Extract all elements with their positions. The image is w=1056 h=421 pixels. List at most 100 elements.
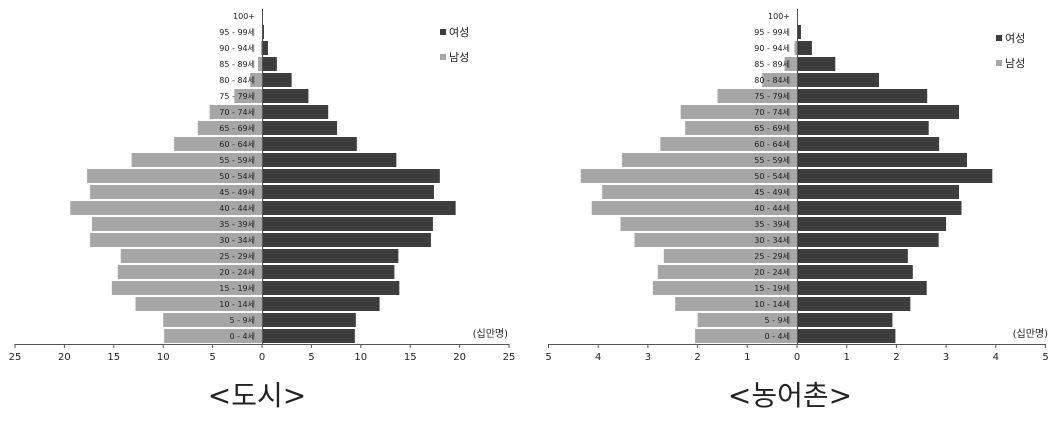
category-label: 95 - 99세 [754,28,790,37]
x-tick-label: 25 [9,352,22,363]
category-label: 20 - 24세 [754,268,790,277]
bar-female-urban [262,249,399,263]
chart-caption-urban: <도시> [208,379,306,412]
bar-female-urban [262,121,338,135]
category-label: 100+ [768,12,790,21]
bar-male-urban [90,233,262,247]
legend-label: 여성 [449,26,469,39]
x-tick-label: 0 [259,352,265,363]
category-label: 80 - 84세 [754,76,790,85]
bar-female-urban [262,313,356,327]
category-label: 70 - 74세 [754,108,790,117]
bar-male-urban [258,57,262,71]
bar-male-rural [620,217,797,231]
bar-female-rural [797,105,960,119]
bar-male-urban [209,105,262,119]
x-tick-label: 2 [694,352,700,363]
bar-male-urban [250,73,262,87]
category-label: 55 - 59세 [219,156,255,165]
bar-female-rural [797,25,801,39]
bar-female-rural [797,89,928,103]
category-label: 25 - 29세 [219,252,255,261]
category-label: 85 - 89세 [219,60,255,69]
category-label: 5 - 9세 [764,316,790,325]
category-label: 70 - 74세 [219,108,255,117]
bar-female-rural [797,57,836,71]
x-tick-label: 25 [503,352,516,363]
bar-female-rural [797,313,893,327]
bar-male-urban [111,281,262,295]
x-tick-label: 20 [58,352,71,363]
unit-label-urban: (십만명) [473,328,509,340]
bar-female-rural [797,329,896,343]
category-label: 50 - 54세 [754,172,790,181]
bar-female-urban [262,89,309,103]
x-tick-label: 10 [157,352,170,363]
category-label: 40 - 44세 [754,204,790,213]
bar-male-rural [580,169,797,183]
bar-male-urban [90,185,262,199]
x-tick-label: 0 [794,352,800,363]
category-label: 65 - 69세 [219,124,255,133]
category-label: 100+ [233,12,255,21]
x-tick-label: 20 [453,352,466,363]
unit-label-rural: (십만명) [1013,328,1049,340]
x-axis-urban: 25 20 15 10 5 0 5 10 15 20 25 [9,10,516,363]
bar-male-urban [70,201,262,215]
x-tick-label: 5 [545,352,551,363]
category-label: 35 - 39세 [219,220,255,229]
bar-female-rural [797,265,913,279]
bar-female-urban [262,73,292,87]
bar-male-urban [197,121,262,135]
bar-female-rural [797,153,967,167]
bar-male-urban [163,313,262,327]
bar-male-rural [622,153,797,167]
category-label: 15 - 19세 [754,284,790,293]
bars-rural [580,9,993,343]
legend-swatch [996,35,1002,41]
bar-male-rural [784,57,797,71]
x-tick-label: 4 [595,352,601,363]
bar-female-urban [262,329,355,343]
bar-female-urban [262,233,431,247]
bar-female-rural [797,201,962,215]
bar-male-urban [261,41,262,55]
category-label: 90 - 94세 [219,44,255,53]
bar-male-rural [685,121,797,135]
bar-male-urban [117,265,262,279]
bar-male-urban [120,249,262,263]
x-tick-label: 2 [893,352,899,363]
bar-female-urban [262,169,440,183]
category-label: 10 - 14세 [754,300,790,309]
chart-caption-rural: <농어촌> [728,379,852,412]
bar-female-rural [797,121,929,135]
category-label: 85 - 89세 [754,60,790,69]
bar-male-urban [135,297,262,311]
bar-male-rural [591,201,797,215]
x-tick-label: 1 [744,352,750,363]
category-label: 45 - 49세 [754,188,790,197]
bar-female-urban [262,137,357,151]
bar-female-rural [797,169,993,183]
x-axis-rural: 5 4 3 2 1 0 1 2 3 4 5 [545,10,1049,363]
bar-male-urban [234,89,262,103]
category-label: 80 - 84세 [219,76,255,85]
category-label: 55 - 59세 [754,156,790,165]
x-tick-label: 3 [943,352,949,363]
x-tick-label: 5 [209,352,215,363]
bar-male-rural [663,249,797,263]
bar-female-rural [797,249,908,263]
bar-female-rural [797,137,940,151]
category-label: 60 - 64세 [219,140,255,149]
bar-male-rural [762,73,797,87]
category-label: 65 - 69세 [754,124,790,133]
legend-swatch [440,54,446,60]
bar-male-rural [634,233,797,247]
category-labels-urban: 0 - 4세 5 - 9세 10 - 14세 15 - 19세 20 - 24세 25 -… [219,12,255,341]
bar-male-rural [675,297,797,311]
category-label: 10 - 14세 [219,300,255,309]
category-labels-rural: 0 - 4세 5 - 9세 10 - 14세 15 - 19세 20 - 24세 25 -… [754,12,790,341]
bar-male-rural [794,41,797,55]
